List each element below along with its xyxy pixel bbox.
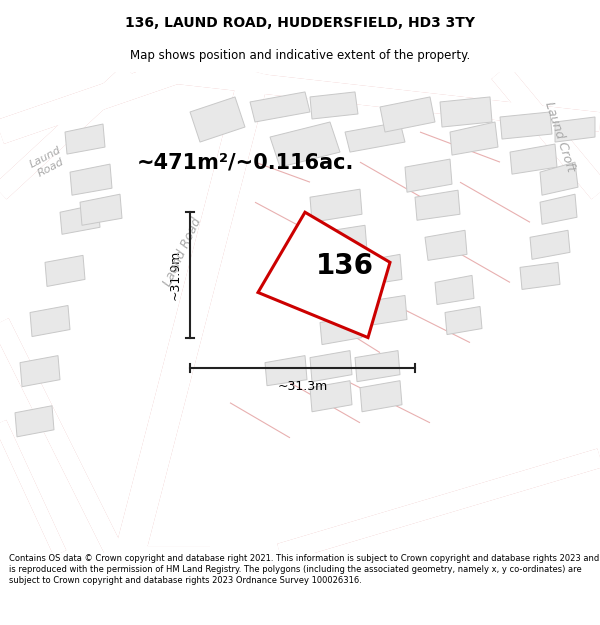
Polygon shape bbox=[310, 351, 352, 382]
Polygon shape bbox=[320, 225, 367, 258]
Polygon shape bbox=[45, 256, 85, 286]
Polygon shape bbox=[60, 204, 100, 234]
Text: 136: 136 bbox=[316, 252, 374, 280]
Polygon shape bbox=[20, 356, 60, 387]
Text: ~31.9m: ~31.9m bbox=[169, 250, 182, 300]
Polygon shape bbox=[520, 262, 560, 289]
Polygon shape bbox=[530, 230, 570, 259]
Polygon shape bbox=[415, 190, 460, 220]
Polygon shape bbox=[380, 97, 435, 132]
Polygon shape bbox=[435, 276, 474, 304]
Text: 136, LAUND ROAD, HUDDERSFIELD, HD3 3TY: 136, LAUND ROAD, HUDDERSFIELD, HD3 3TY bbox=[125, 16, 475, 30]
Polygon shape bbox=[445, 306, 482, 334]
Polygon shape bbox=[270, 122, 340, 167]
Polygon shape bbox=[70, 164, 112, 195]
Text: Laund Road: Laund Road bbox=[160, 216, 203, 289]
Polygon shape bbox=[65, 124, 105, 154]
Polygon shape bbox=[440, 97, 492, 127]
Polygon shape bbox=[540, 162, 578, 195]
Polygon shape bbox=[80, 194, 122, 225]
Polygon shape bbox=[355, 254, 402, 286]
Text: ~31.3m: ~31.3m bbox=[277, 379, 328, 392]
Polygon shape bbox=[500, 112, 552, 139]
Polygon shape bbox=[258, 213, 390, 338]
Polygon shape bbox=[15, 406, 54, 437]
Text: ~471m²/~0.116ac.: ~471m²/~0.116ac. bbox=[136, 152, 353, 172]
Polygon shape bbox=[450, 122, 498, 155]
Polygon shape bbox=[295, 274, 337, 306]
Polygon shape bbox=[345, 122, 405, 152]
Text: Laund Croft: Laund Croft bbox=[542, 101, 577, 174]
Polygon shape bbox=[250, 92, 310, 122]
Polygon shape bbox=[555, 117, 595, 142]
Polygon shape bbox=[355, 351, 400, 382]
Polygon shape bbox=[360, 381, 402, 412]
Polygon shape bbox=[425, 230, 467, 261]
Polygon shape bbox=[540, 194, 577, 224]
Polygon shape bbox=[405, 159, 452, 192]
Polygon shape bbox=[310, 381, 352, 412]
Polygon shape bbox=[320, 316, 362, 344]
Polygon shape bbox=[310, 92, 358, 119]
Text: Laund
Road: Laund Road bbox=[28, 144, 68, 179]
Polygon shape bbox=[510, 144, 557, 174]
Polygon shape bbox=[310, 189, 362, 222]
Text: Contains OS data © Crown copyright and database right 2021. This information is : Contains OS data © Crown copyright and d… bbox=[9, 554, 599, 585]
Polygon shape bbox=[360, 296, 407, 326]
Text: Map shows position and indicative extent of the property.: Map shows position and indicative extent… bbox=[130, 49, 470, 62]
Polygon shape bbox=[190, 97, 245, 142]
Polygon shape bbox=[30, 306, 70, 336]
Polygon shape bbox=[265, 356, 307, 386]
